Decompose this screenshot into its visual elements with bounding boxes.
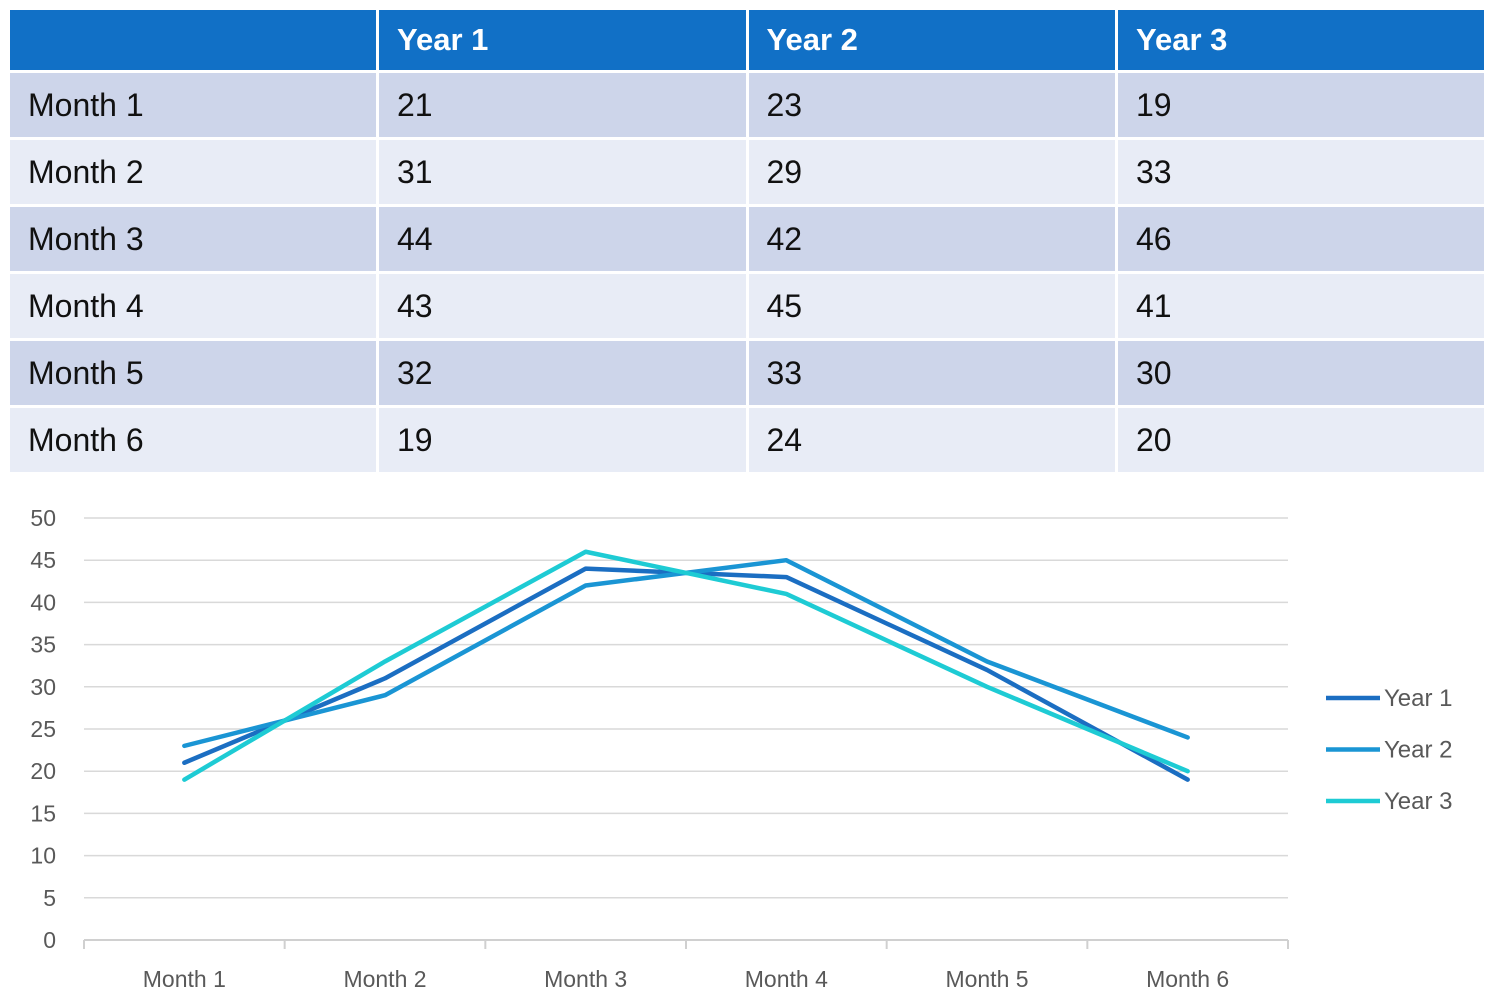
table-header-row: Year 1 Year 2 Year 3 bbox=[10, 10, 1484, 73]
x-tick-label: Month 6 bbox=[1146, 966, 1229, 992]
column-header-year-3: Year 3 bbox=[1118, 10, 1484, 73]
table-cell: 21 bbox=[379, 73, 749, 140]
x-axis-tick-labels: Month 1 Month 2 Month 3 Month 4 Month 5 Month… bbox=[143, 966, 1229, 992]
table-cell: 31 bbox=[379, 140, 749, 207]
table-row: Month 2 31 29 33 bbox=[10, 140, 1484, 207]
table-cell: 29 bbox=[748, 140, 1118, 207]
series-line-2 bbox=[182, 557, 1190, 749]
y-tick-label: 20 bbox=[30, 758, 56, 784]
table-row: Month 5 32 33 30 bbox=[10, 341, 1484, 408]
gridlines bbox=[84, 517, 1288, 899]
y-tick-label: 35 bbox=[30, 632, 56, 658]
x-axis bbox=[83, 939, 1289, 949]
table-cell: 24 bbox=[748, 408, 1118, 472]
table-row: Month 6 19 24 20 bbox=[10, 408, 1484, 472]
row-label: Month 3 bbox=[10, 207, 379, 274]
x-tick-label: Month 4 bbox=[745, 966, 828, 992]
y-tick-label: 40 bbox=[30, 589, 56, 615]
y-tick-label: 5 bbox=[43, 885, 56, 911]
y-axis-tick-labels: 0 5 10 15 20 25 30 35 40 45 50 bbox=[30, 505, 56, 953]
table-cell: 45 bbox=[748, 274, 1118, 341]
series-lines bbox=[182, 549, 1190, 782]
y-tick-label: 50 bbox=[30, 505, 56, 531]
table-cell: 19 bbox=[1118, 73, 1484, 140]
row-label: Month 2 bbox=[10, 140, 379, 207]
y-tick-label: 45 bbox=[30, 547, 56, 573]
table-cell: 20 bbox=[1118, 408, 1484, 472]
table-row: Month 4 43 45 41 bbox=[10, 274, 1484, 341]
y-tick-label: 15 bbox=[30, 800, 56, 826]
legend-label: Year 2 bbox=[1384, 737, 1453, 764]
table-row: Month 1 21 23 19 bbox=[10, 73, 1484, 140]
x-tick-label: Month 1 bbox=[143, 966, 226, 992]
table-cell: 44 bbox=[379, 207, 749, 274]
table-cell: 43 bbox=[379, 274, 749, 341]
x-tick-label: Month 2 bbox=[343, 966, 426, 992]
table-corner-cell bbox=[10, 10, 379, 73]
column-header-year-1: Year 1 bbox=[379, 10, 749, 73]
row-label: Month 1 bbox=[10, 73, 379, 140]
table-cell: 42 bbox=[748, 207, 1118, 274]
x-tick-label: Month 3 bbox=[544, 966, 627, 992]
table-row: Month 3 44 42 46 bbox=[10, 207, 1484, 274]
table-cell: 19 bbox=[379, 408, 749, 472]
table-cell: 23 bbox=[748, 73, 1118, 140]
table-cell: 30 bbox=[1118, 341, 1484, 408]
legend-label: Year 1 bbox=[1384, 685, 1453, 712]
row-label: Month 4 bbox=[10, 274, 379, 341]
y-tick-label: 0 bbox=[43, 927, 56, 953]
legend-label: Year 3 bbox=[1384, 788, 1453, 815]
x-tick-label: Month 5 bbox=[945, 966, 1028, 992]
y-tick-label: 10 bbox=[30, 843, 56, 869]
series-line-1 bbox=[182, 566, 1190, 782]
row-label: Month 5 bbox=[10, 341, 379, 408]
data-table: Year 1 Year 2 Year 3 Month 1 21 23 19 Mo… bbox=[10, 10, 1484, 472]
y-tick-label: 25 bbox=[30, 716, 56, 742]
table-cell: 33 bbox=[748, 341, 1118, 408]
legend: Year 1 Year 2 Year 3 bbox=[1326, 685, 1453, 815]
table-cell: 33 bbox=[1118, 140, 1484, 207]
series-line-3 bbox=[182, 549, 1190, 782]
table-cell: 46 bbox=[1118, 207, 1484, 274]
y-tick-label: 30 bbox=[30, 674, 56, 700]
table-cell: 41 bbox=[1118, 274, 1484, 341]
table-cell: 32 bbox=[379, 341, 749, 408]
column-header-year-2: Year 2 bbox=[748, 10, 1118, 73]
row-label: Month 6 bbox=[10, 408, 379, 472]
